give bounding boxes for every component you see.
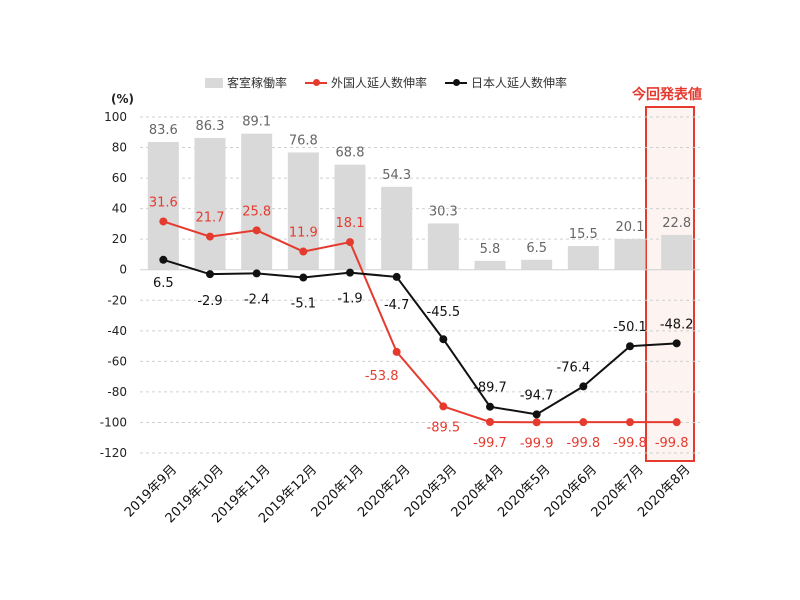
series-value-label: 31.6 (149, 195, 178, 210)
highlight-label: 今回発表値 (632, 87, 702, 103)
legend-label-occupancy: 客室稼働率 (227, 76, 288, 90)
y-tick-label: 0 (119, 263, 127, 277)
series-point (672, 339, 681, 348)
legend-item-japanese: 日本人延人数伸率 (445, 74, 567, 91)
y-axis-unit-label: (%) (111, 92, 134, 106)
y-tick-label: 40 (112, 202, 127, 216)
bar (334, 164, 366, 270)
series-point (252, 269, 261, 278)
series-value-label: 21.7 (196, 211, 225, 226)
series-point (486, 417, 494, 426)
y-tick-label: -60 (107, 354, 127, 368)
y-tick-label: -20 (107, 293, 127, 307)
series-point (346, 238, 354, 247)
y-tick-label: 20 (112, 232, 127, 246)
series-point (439, 335, 448, 344)
legend-swatch-foreign-line (305, 78, 328, 88)
series-value-label: -99.9 (520, 436, 554, 451)
series-value-label: -76.4 (557, 360, 591, 375)
series-value-label: -94.7 (520, 388, 554, 403)
y-tick-label: -120 (100, 446, 127, 460)
legend-label-japanese: 日本人延人数伸率 (471, 76, 568, 90)
y-tick-label: 80 (112, 141, 127, 155)
series-value-label: -99.8 (567, 436, 601, 451)
series-value-label: -89.5 (427, 420, 461, 435)
series-point (579, 418, 588, 427)
bar (194, 137, 226, 270)
series-point (486, 402, 494, 411)
chart-legend: 客室稼働率 外国人延人数伸率 日本人延人数伸率 (205, 74, 567, 91)
series-point (206, 232, 214, 241)
series-value-label: -53.8 (365, 369, 399, 384)
series-value-label: 11.9 (289, 226, 318, 241)
bar-value-label: 22.8 (662, 216, 691, 231)
series-point (532, 418, 541, 427)
bar (661, 234, 693, 270)
y-tick-label: 60 (112, 171, 127, 185)
bar (614, 239, 646, 270)
series-value-label: -2.4 (244, 292, 269, 307)
bar (567, 246, 599, 270)
series-value-label: -50.1 (613, 320, 647, 335)
series-point (392, 272, 401, 281)
series-point (672, 418, 681, 427)
series-value-label: -4.7 (384, 298, 409, 313)
series-value-label: 18.1 (336, 216, 365, 231)
bar-value-label: 89.1 (242, 115, 271, 130)
series-value-label: -2.9 (197, 294, 222, 309)
series-point (159, 255, 168, 264)
series-point (299, 247, 308, 256)
series-point (252, 226, 261, 235)
bar-value-label: 83.6 (149, 123, 178, 138)
series-value-label: -48.2 (660, 317, 694, 332)
series-point (626, 342, 634, 351)
series-point (206, 270, 214, 279)
legend-label-foreign: 外国人延人数伸率 (331, 76, 428, 90)
legend-swatch-japanese-line (445, 78, 468, 88)
series-point (346, 268, 354, 277)
bar-value-label: 20.1 (616, 220, 645, 235)
bar-value-label: 15.5 (569, 227, 598, 242)
series-point (392, 347, 401, 356)
legend-swatch-bar (205, 77, 223, 88)
bar-value-label: 30.3 (429, 204, 458, 219)
legend-item-foreign: 外国人延人数伸率 (305, 74, 427, 91)
bar-value-label: 5.8 (480, 242, 501, 257)
series-point (532, 410, 541, 419)
highlight-box (645, 106, 695, 462)
series-point (159, 217, 168, 226)
series-point (299, 273, 308, 282)
series-value-label: 6.5 (153, 276, 174, 291)
bar (147, 142, 179, 270)
legend-item-occupancy: 客室稼働率 (205, 74, 287, 91)
bar-value-label: 68.8 (336, 146, 365, 161)
series-value-label: -99.8 (613, 436, 647, 451)
series-line (163, 220, 677, 424)
series-value-label: -99.7 (473, 436, 507, 451)
series-point (439, 402, 448, 411)
series-value-label: -89.7 (473, 381, 507, 396)
series-value-label: -1.9 (337, 292, 362, 307)
y-tick-label: -80 (107, 385, 127, 399)
bar (427, 223, 459, 270)
series-value-label: -99.8 (655, 436, 689, 451)
series-value-label: -5.1 (291, 297, 316, 312)
y-tick-label: -100 (100, 415, 127, 429)
bar (474, 260, 506, 270)
bar-value-label: 54.3 (382, 168, 411, 183)
series-line (163, 258, 677, 416)
series-point (579, 382, 588, 391)
bar (521, 259, 553, 270)
series-value-label: 25.8 (242, 204, 271, 219)
bar-value-label: 76.8 (289, 133, 318, 148)
y-tick-label: -40 (107, 324, 127, 338)
bar (241, 133, 273, 270)
bar-value-label: 86.3 (196, 119, 225, 134)
bar-value-label: 6.5 (526, 241, 547, 256)
y-tick-label: 100 (104, 110, 127, 124)
series-value-label: -45.5 (427, 305, 461, 320)
series-point (626, 418, 634, 427)
bar (381, 186, 413, 270)
